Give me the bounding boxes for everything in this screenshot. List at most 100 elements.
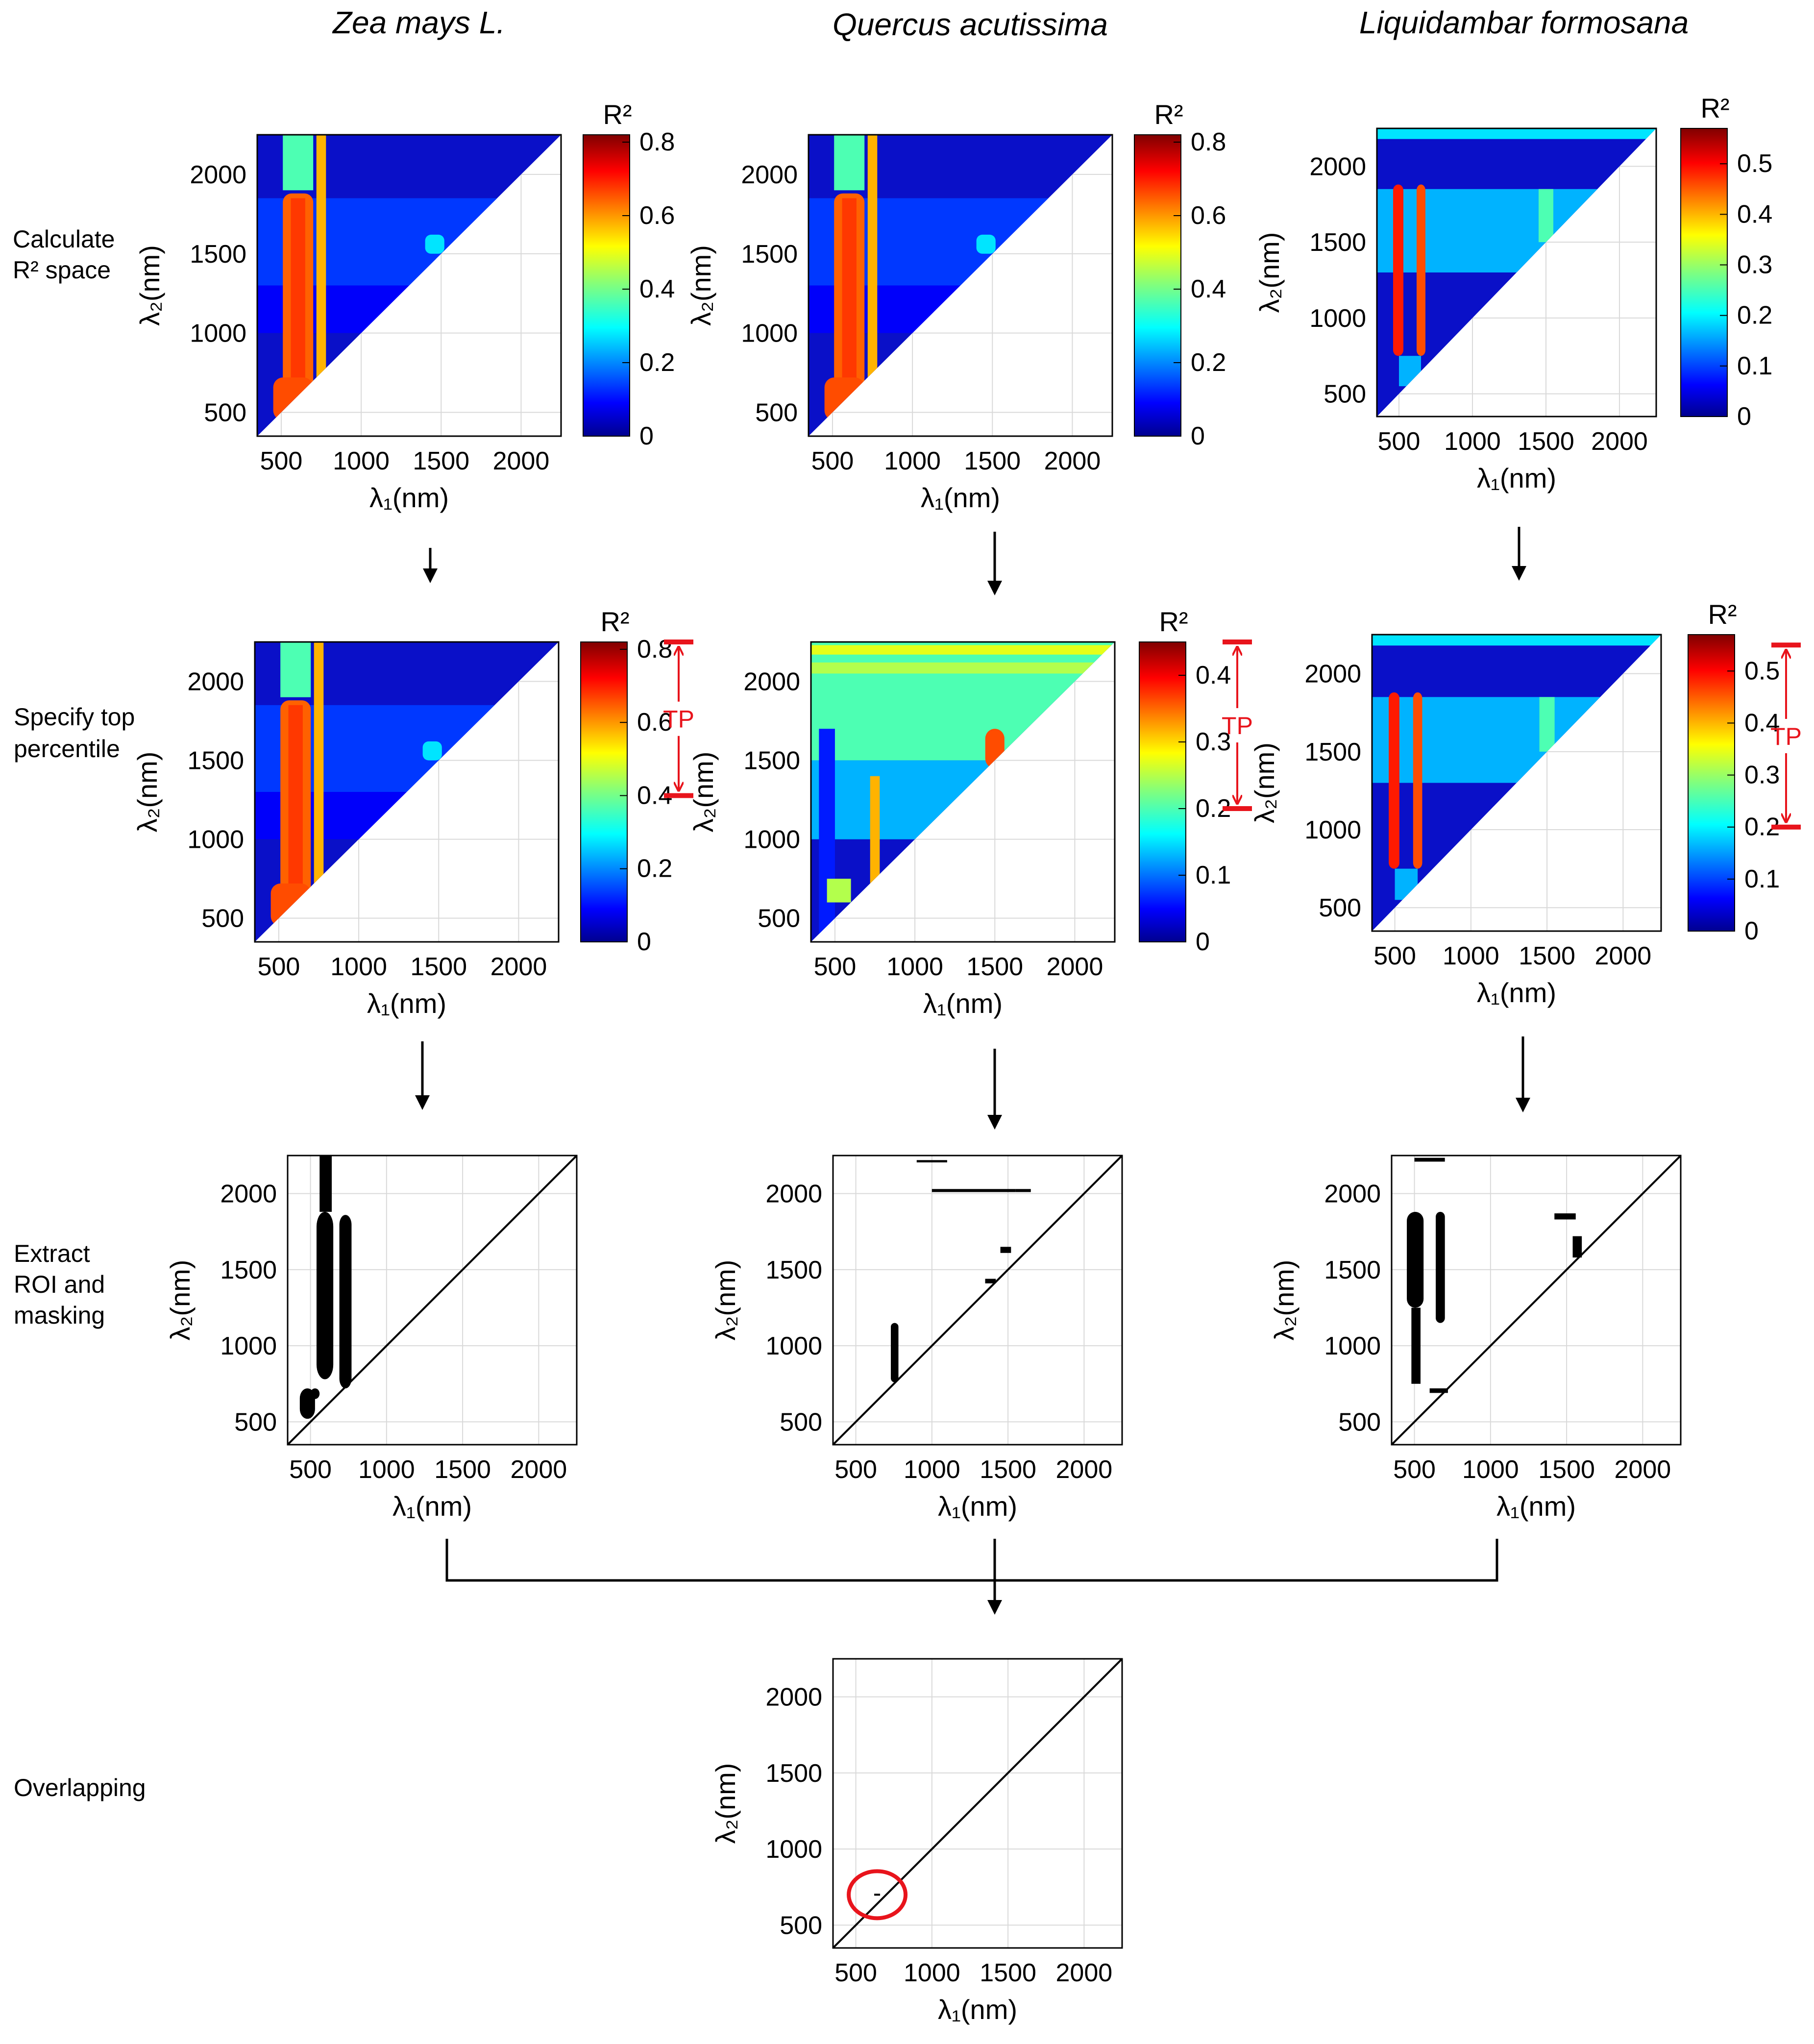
zea-tp-panel-colorbar-gradient xyxy=(580,641,628,942)
liquidambar-tp-panel-x-tick: 500 xyxy=(1373,942,1416,970)
liquidambar-mask-panel-roi xyxy=(1407,1211,1424,1308)
liquidambar-mask-panel-x-tick: 500 xyxy=(1393,1455,1436,1484)
overlap-panel-overlap-point xyxy=(874,1894,881,1896)
liquidambar-rsquare-panel-x-tick: 1000 xyxy=(1444,427,1501,456)
zea-mask-panel-roi xyxy=(339,1215,352,1389)
quercus-rsquare-panel-x-tick: 1000 xyxy=(884,447,941,475)
zea-rsquare-panel-y-tick: 1000 xyxy=(190,320,246,348)
row-label-tp-line1: Specify top xyxy=(14,703,135,731)
zea-tp-panel-tp-marker: TP xyxy=(663,640,694,798)
zea-tp-panel-x-tick: 1500 xyxy=(410,953,467,981)
quercus-mask-panel-x-tick: 2000 xyxy=(1056,1455,1113,1484)
zea-mask-panel-x-label: λ₁(nm) xyxy=(392,1491,472,1522)
row-label-extract-line2: ROI and xyxy=(14,1271,105,1298)
zea-tp-panel: 500 500 1000 1000 1500 1500 2000 2000 λ₁(nm) λ₂(n… xyxy=(132,606,694,1019)
zea-rsquare-panel-band xyxy=(316,135,326,389)
overlap-panel: 500 500 1000 1000 1500 1500 2000 2000 λ₁(nm) λ₂(n… xyxy=(710,1658,1123,2025)
liquidambar-rsquare-panel-colorbar-tick: 0.5 xyxy=(1737,149,1772,178)
liquidambar-tp-panel: 500 500 1000 1000 1500 1500 2000 2000 λ₁(nm) λ₂(n… xyxy=(1249,599,1802,1008)
zea-mask-panel-roi xyxy=(319,1156,332,1212)
row-label-top-percentile: Specify top percentile xyxy=(14,703,135,763)
zea-tp-panel-band xyxy=(288,705,303,895)
liquidambar-rsquare-panel-y-label: λ₂(nm) xyxy=(1254,232,1285,313)
zea-rsquare-panel-colorbar-tick: 0.6 xyxy=(639,201,675,230)
merge-line xyxy=(445,1539,1498,1582)
zea-rsquare-panel-band xyxy=(291,198,305,389)
zea-tp-panel-band xyxy=(314,642,324,895)
liquidambar-rsquare-panel-colorbar-title: R² xyxy=(1700,93,1729,123)
overlap-panel-frame xyxy=(832,1658,1123,1949)
liquidambar-mask-panel-y-tick: 1000 xyxy=(1324,1332,1381,1360)
quercus-mask-panel-x-label: λ₁(nm) xyxy=(938,1491,1017,1522)
zea-rsquare-panel: 500 500 1000 1000 1500 1500 2000 2000 λ₁(nm) λ₂(n… xyxy=(134,99,675,513)
quercus-rsquare-panel-band xyxy=(834,135,865,191)
liquidambar-mask-panel-x-tick: 2000 xyxy=(1615,1455,1671,1484)
liquidambar-rsquare-panel-x-tick: 1500 xyxy=(1518,427,1574,456)
zea-mask-panel-x-tick: 500 xyxy=(289,1455,332,1484)
quercus-rsquare-panel-x-tick: 2000 xyxy=(1044,447,1101,475)
zea-mask-panel-x-tick: 1000 xyxy=(358,1455,415,1484)
zea-rsquare-panel-y-tick: 1500 xyxy=(190,240,246,269)
quercus-mask-panel-y-tick: 500 xyxy=(780,1408,822,1436)
overlap-panel-x-tick: 500 xyxy=(834,1959,877,1987)
row-label-calculate-line1: Calculate xyxy=(13,225,115,253)
quercus-rsquare-panel-colorbar-tick: 0.6 xyxy=(1191,201,1226,230)
row-label-overlapping: Overlapping xyxy=(14,1774,146,1801)
quercus-tp-panel-colorbar-tick: 0.3 xyxy=(1196,728,1231,756)
quercus-tp-panel-x-tick: 1500 xyxy=(966,953,1023,981)
zea-rsquare-panel-band xyxy=(425,234,444,254)
quercus-mask-panel-roi xyxy=(1000,1247,1011,1253)
row-label-extract-line1: Extract xyxy=(14,1240,90,1267)
zea-rsquare-panel-colorbar-tick: 0.8 xyxy=(639,128,675,156)
quercus-mask-panel-roi xyxy=(891,1323,899,1382)
quercus-tp-panel-y-tick: 500 xyxy=(758,905,800,933)
quercus-rsquare-panel-band xyxy=(842,198,857,389)
quercus-tp-panel-tp-marker: TP xyxy=(1222,640,1253,811)
zea-mask-panel: 500 500 1000 1000 1500 1500 2000 2000 λ₁(nm) λ₂(n… xyxy=(165,1155,578,1522)
liquidambar-tp-panel-tp-label: TP xyxy=(1770,723,1802,750)
liquidambar-rsquare-panel-y-tick: 1500 xyxy=(1309,228,1366,257)
zea-rsquare-panel-colorbar-gradient xyxy=(583,134,630,437)
quercus-rsquare-panel-colorbar-tick: 0.8 xyxy=(1191,128,1226,156)
zea-tp-panel-band xyxy=(422,741,442,761)
quercus-tp-panel-tp-label: TP xyxy=(1222,712,1253,739)
liquidambar-tp-panel-tp-marker: TP xyxy=(1770,642,1802,830)
liquidambar-mask-panel-frame xyxy=(1391,1155,1682,1446)
quercus-tp-panel-colorbar-tick: 0.4 xyxy=(1196,661,1231,690)
liquidambar-mask-panel-x-label: λ₁(nm) xyxy=(1496,1491,1576,1522)
zea-mask-panel-diagonal xyxy=(287,1155,578,1446)
liquidambar-tp-panel-y-tick: 500 xyxy=(1319,894,1361,922)
quercus-tp-panel-x-tick: 1000 xyxy=(886,953,943,981)
zea-mask-panel-roi xyxy=(310,1388,320,1399)
quercus-rsquare-panel-x-label: λ₁(nm) xyxy=(921,482,1000,513)
liquidambar-mask-panel-roi xyxy=(1414,1157,1445,1162)
quercus-tp-panel-y-tick: 1000 xyxy=(743,826,800,854)
liquidambar-tp-panel-y-tick: 2000 xyxy=(1304,660,1361,689)
quercus-mask-panel-roi xyxy=(916,1160,947,1162)
quercus-mask-panel-frame xyxy=(832,1155,1123,1446)
overlap-panel-y-tick: 500 xyxy=(780,1911,822,1940)
quercus-rsquare-panel-y-tick: 500 xyxy=(755,398,798,427)
quercus-rsquare-panel-x-tick: 1500 xyxy=(964,447,1021,475)
quercus-tp-panel-colorbar-tick: 0.1 xyxy=(1196,861,1231,889)
overlap-panel-y-label: λ₂(nm) xyxy=(710,1763,741,1844)
quercus-rsquare-panel-colorbar-gradient xyxy=(1134,134,1181,437)
zea-mask-panel-roi xyxy=(317,1211,334,1379)
liquidambar-mask-panel: 500 500 1000 1000 1500 1500 2000 2000 λ₁(nm) λ₂(n… xyxy=(1269,1155,1682,1522)
overlap-panel-x-label: λ₁(nm) xyxy=(938,1994,1017,2025)
zea-rsquare-panel-colorbar-tick: 0.2 xyxy=(639,348,675,377)
liquidambar-tp-panel-x-tick: 1000 xyxy=(1443,942,1499,970)
overlap-panel-highlight-circle xyxy=(847,1869,908,1921)
liquidambar-mask-panel-roi xyxy=(1554,1213,1576,1220)
overlap-panel-y-tick: 2000 xyxy=(765,1683,822,1712)
zea-tp-panel-colorbar-tick: 0.8 xyxy=(637,635,672,664)
liquidambar-tp-panel-colorbar-tick: 0.4 xyxy=(1744,709,1780,737)
quercus-tp-panel-band xyxy=(827,879,851,903)
liquidambar-mask-panel-y-label: λ₂(nm) xyxy=(1269,1260,1299,1341)
liquidambar-tp-panel-y-tick: 1000 xyxy=(1304,816,1361,844)
quercus-tp-panel-band xyxy=(811,645,1115,655)
row-label-extract-line3: masking xyxy=(14,1302,105,1329)
zea-mask-panel-y-tick: 500 xyxy=(234,1408,277,1436)
overlap-panel-y-tick: 1500 xyxy=(765,1759,822,1788)
overlap-panel-diagonal xyxy=(832,1658,1123,1949)
